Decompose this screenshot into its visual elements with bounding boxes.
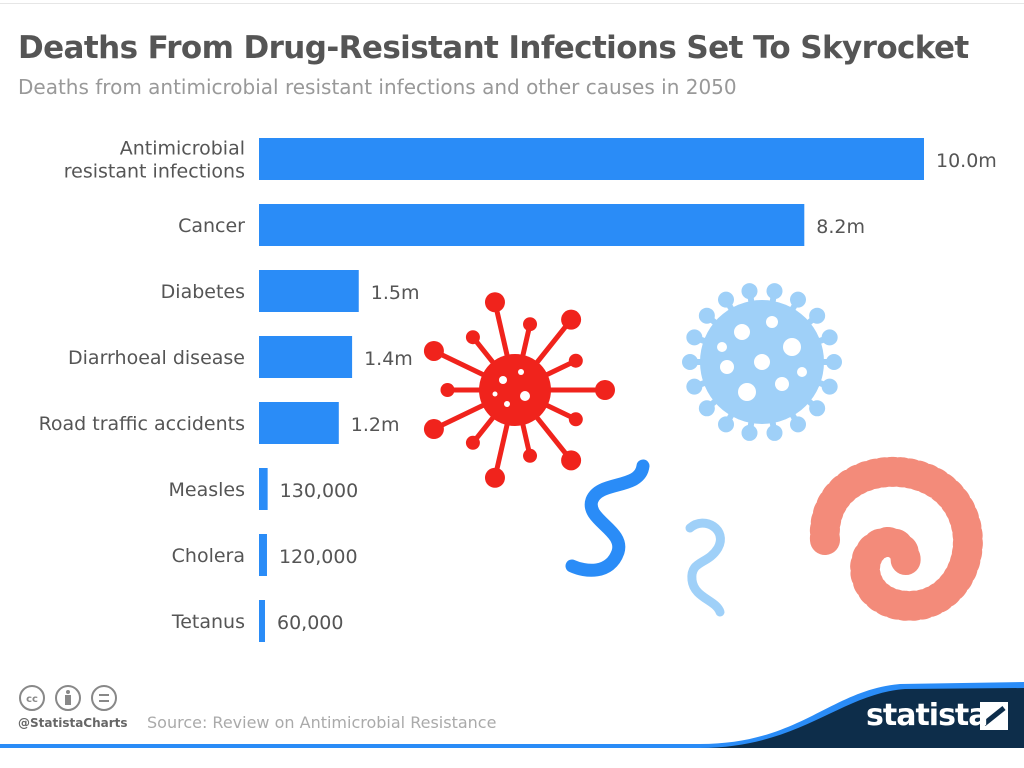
chart-title: Deaths From Drug-Resistant Infections Se… <box>18 30 969 66</box>
footer-brand-band <box>700 688 1024 748</box>
data-label: 10.0m <box>936 150 997 172</box>
category-label: Antimicrobial <box>120 138 245 160</box>
cc-icon <box>19 685 45 711</box>
category-label: Cholera <box>172 545 245 567</box>
no-derivatives-icon <box>91 685 117 711</box>
bar <box>259 402 339 444</box>
category-label: Measles <box>169 479 246 501</box>
attribution-icon <box>55 685 81 711</box>
bar <box>259 534 267 576</box>
bar <box>259 270 359 312</box>
category-label: Diabetes <box>161 281 245 303</box>
light-blue-bacterium-icon <box>685 518 725 617</box>
statista-brand: statista <box>866 698 989 733</box>
category-label: Cancer <box>178 215 245 237</box>
category-label: resistant infections <box>64 161 245 183</box>
bar <box>259 336 353 378</box>
category-label: Road traffic accidents <box>39 413 245 435</box>
data-label: 1.2m <box>351 414 400 436</box>
data-label: 130,000 <box>280 480 359 502</box>
twitter-handle: @StatistaCharts <box>18 716 128 730</box>
bar <box>259 468 268 510</box>
bar <box>259 600 265 642</box>
category-label: Diarrhoeal disease <box>68 347 245 369</box>
data-label: 1.5m <box>371 282 420 304</box>
category-label: Tetanus <box>171 611 245 633</box>
red-virus-icon <box>423 292 615 488</box>
data-label: 60,000 <box>277 612 343 634</box>
bar <box>259 138 924 180</box>
chart-subtitle: Deaths from antimicrobial resistant infe… <box>18 75 737 99</box>
salmon-centipede-microbe-icon <box>809 456 983 621</box>
source-note: Source: Review on Antimicrobial Resistan… <box>147 713 497 732</box>
data-label: 120,000 <box>279 546 358 568</box>
light-blue-virus-icon <box>682 283 842 441</box>
license-icons: cc <box>18 684 128 718</box>
blue-bacterium-icon <box>565 459 650 577</box>
bar <box>259 204 805 246</box>
statista-logo-icon <box>980 702 1008 730</box>
svg-text:cc: cc <box>26 694 38 705</box>
data-label: 1.4m <box>364 348 413 370</box>
top-divider <box>0 3 1024 4</box>
data-label: 8.2m <box>816 216 865 238</box>
